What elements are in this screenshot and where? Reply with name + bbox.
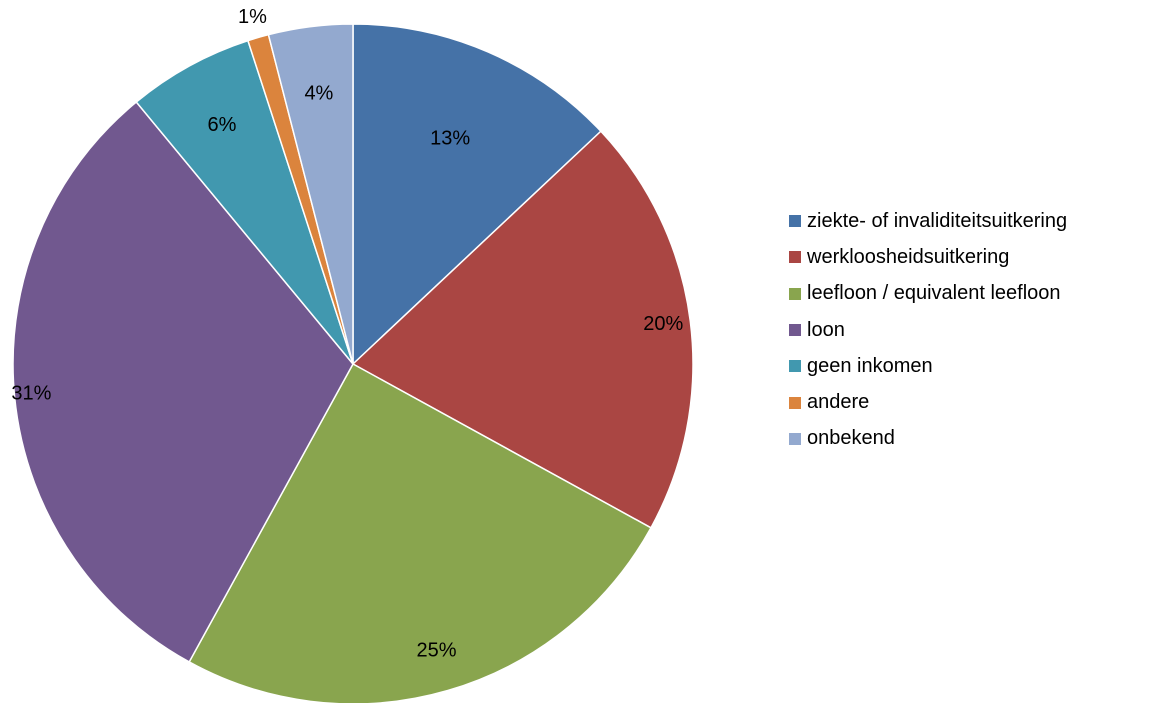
pie-slices xyxy=(13,24,693,703)
legend-swatch xyxy=(789,324,801,336)
pie-data-label: 31% xyxy=(11,383,51,405)
legend-swatch xyxy=(789,397,801,409)
legend-swatch xyxy=(789,215,801,227)
pie-data-label: 4% xyxy=(304,82,333,104)
legend-item: onbekend xyxy=(789,421,1067,457)
legend-swatch xyxy=(789,433,801,445)
legend-item: ziekte- of invaliditeitsuitkering xyxy=(789,203,1067,239)
pie-data-label: 20% xyxy=(643,313,683,335)
legend-item: loon xyxy=(789,312,1067,348)
legend-label: werkloosheidsuitkering xyxy=(807,246,1009,269)
legend-swatch xyxy=(789,360,801,372)
pie-data-label: 25% xyxy=(416,640,456,662)
legend-label: andere xyxy=(807,391,869,414)
pie-data-label: 13% xyxy=(430,128,470,150)
legend-label: loon xyxy=(807,319,845,342)
legend-label: ziekte- of invaliditeitsuitkering xyxy=(807,210,1067,233)
legend-item: andere xyxy=(789,384,1067,420)
legend-swatch xyxy=(789,288,801,300)
legend-item: werkloosheidsuitkering xyxy=(789,239,1067,275)
pie-data-label: 1% xyxy=(238,6,267,28)
legend-item: leefloon / equivalent leefloon xyxy=(789,276,1067,312)
pie-data-label: 6% xyxy=(208,114,237,136)
chart-legend: ziekte- of invaliditeitsuitkering werklo… xyxy=(789,203,1067,457)
legend-label: onbekend xyxy=(807,427,895,450)
legend-item: geen inkomen xyxy=(789,348,1067,384)
legend-label: geen inkomen xyxy=(807,355,933,378)
legend-swatch xyxy=(789,251,801,263)
legend-label: leefloon / equivalent leefloon xyxy=(807,282,1061,305)
